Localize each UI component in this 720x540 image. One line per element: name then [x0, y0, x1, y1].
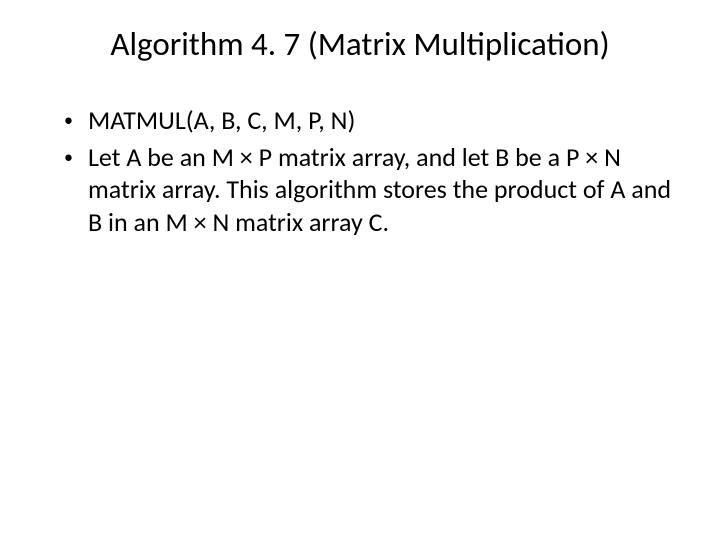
- bullet-marker-icon: •: [64, 104, 88, 132]
- bullet-text: MATMUL(A, B, C, M, P, N): [88, 104, 680, 137]
- bullet-text: Let A be an M × P matrix array, and let …: [88, 141, 680, 239]
- slide-content: • MATMUL(A, B, C, M, P, N) • Let A be an…: [40, 104, 680, 238]
- slide-container: Algorithm 4. 7 (Matrix Multiplication) •…: [0, 0, 720, 540]
- bullet-item: • MATMUL(A, B, C, M, P, N): [64, 104, 680, 137]
- slide-title: Algorithm 4. 7 (Matrix Multiplication): [40, 24, 680, 64]
- bullet-item: • Let A be an M × P matrix array, and le…: [64, 141, 680, 239]
- bullet-marker-icon: •: [64, 141, 88, 169]
